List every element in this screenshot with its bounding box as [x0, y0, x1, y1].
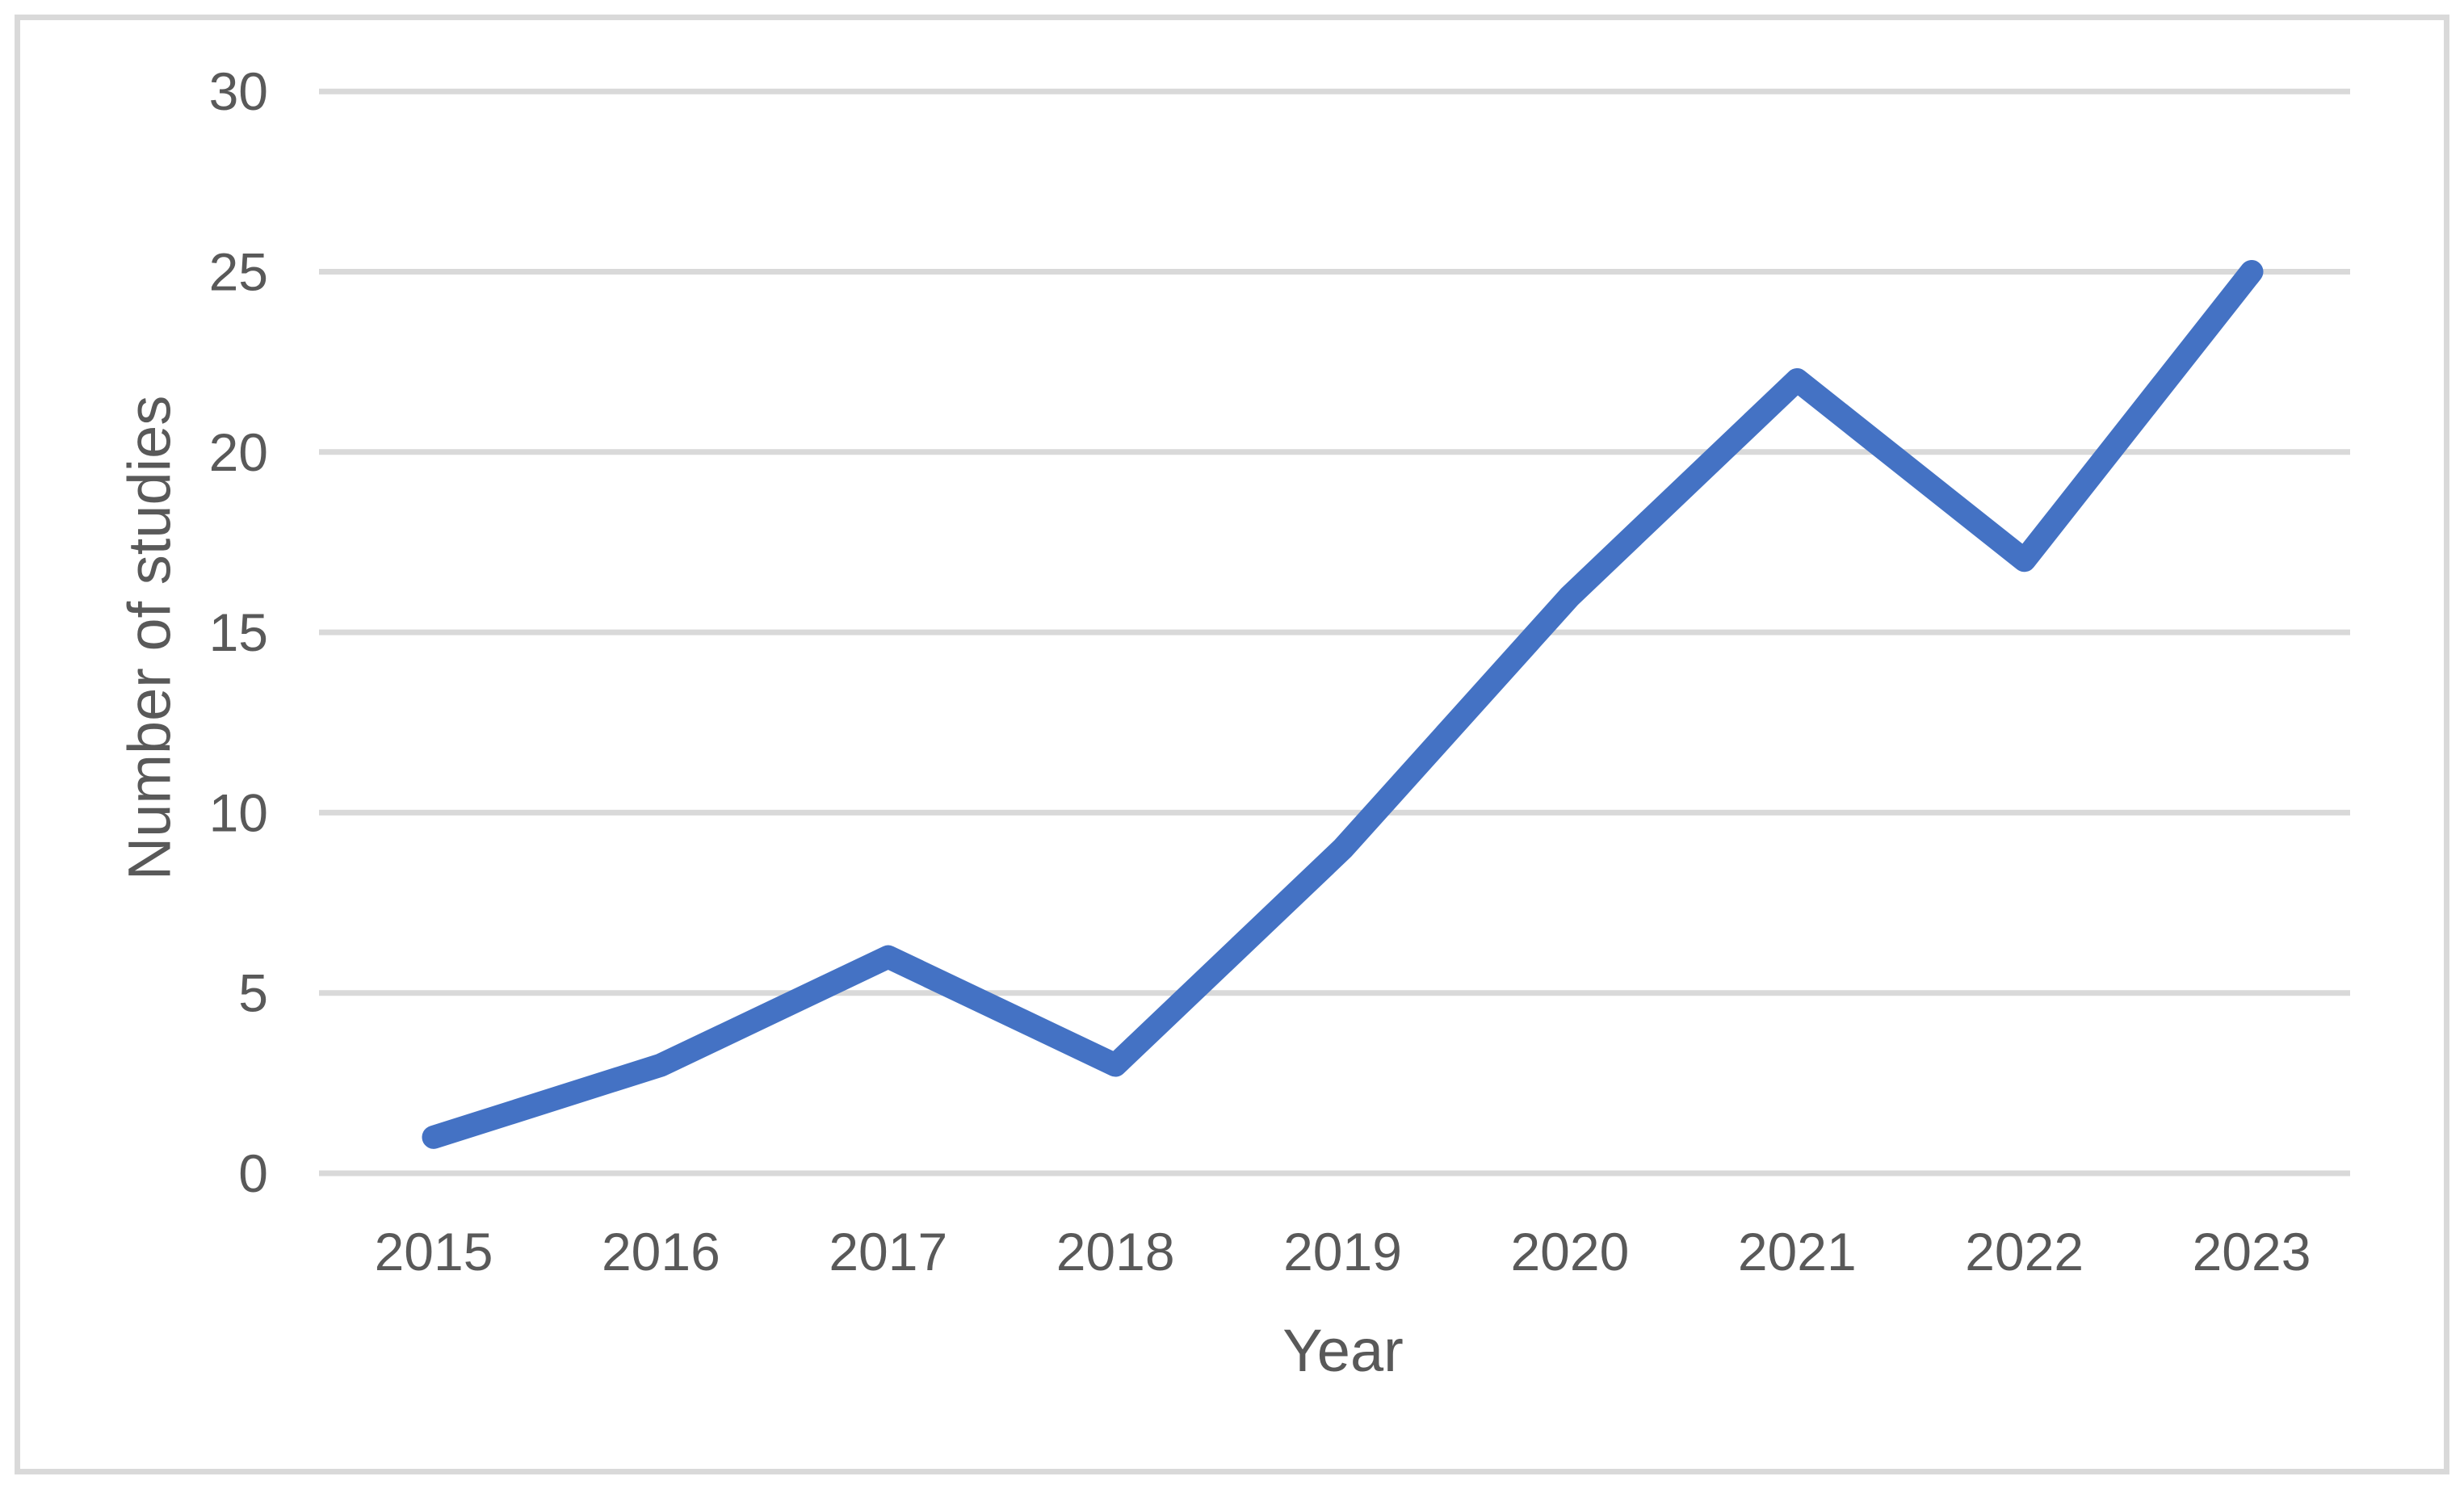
y-tick-label: 5 [238, 963, 268, 1023]
x-axis-title: Year [1282, 1317, 1404, 1384]
x-tick-label: 2018 [1056, 1222, 1175, 1281]
x-tick-label: 2015 [375, 1222, 493, 1281]
x-tick-label: 2022 [1965, 1222, 2084, 1281]
x-tick-label: 2017 [829, 1222, 947, 1281]
y-tick-label: 25 [209, 242, 268, 302]
x-tick-label: 2020 [1510, 1222, 1629, 1281]
y-tick-label: 10 [209, 782, 268, 842]
y-axis-tick-labels: 0 5 10 15 20 25 30 [209, 61, 268, 1203]
x-tick-label: 2019 [1283, 1222, 1402, 1281]
y-tick-label: 20 [209, 422, 268, 482]
y-axis-title: Number of studies [116, 396, 183, 881]
y-tick-label: 30 [209, 61, 268, 121]
data-series-line [422, 260, 2264, 1149]
gridlines-group [319, 88, 2350, 1177]
y-tick-label: 15 [209, 602, 268, 662]
y-tick-label: 0 [238, 1143, 268, 1203]
x-tick-label: 2023 [2193, 1222, 2311, 1281]
x-tick-label: 2016 [602, 1222, 720, 1281]
x-axis-tick-labels: 2015 2016 2017 2018 2019 2020 2021 2022 2023 [375, 1222, 2311, 1281]
data-series-group [422, 260, 2264, 1149]
x-tick-label: 2021 [1738, 1222, 1857, 1281]
